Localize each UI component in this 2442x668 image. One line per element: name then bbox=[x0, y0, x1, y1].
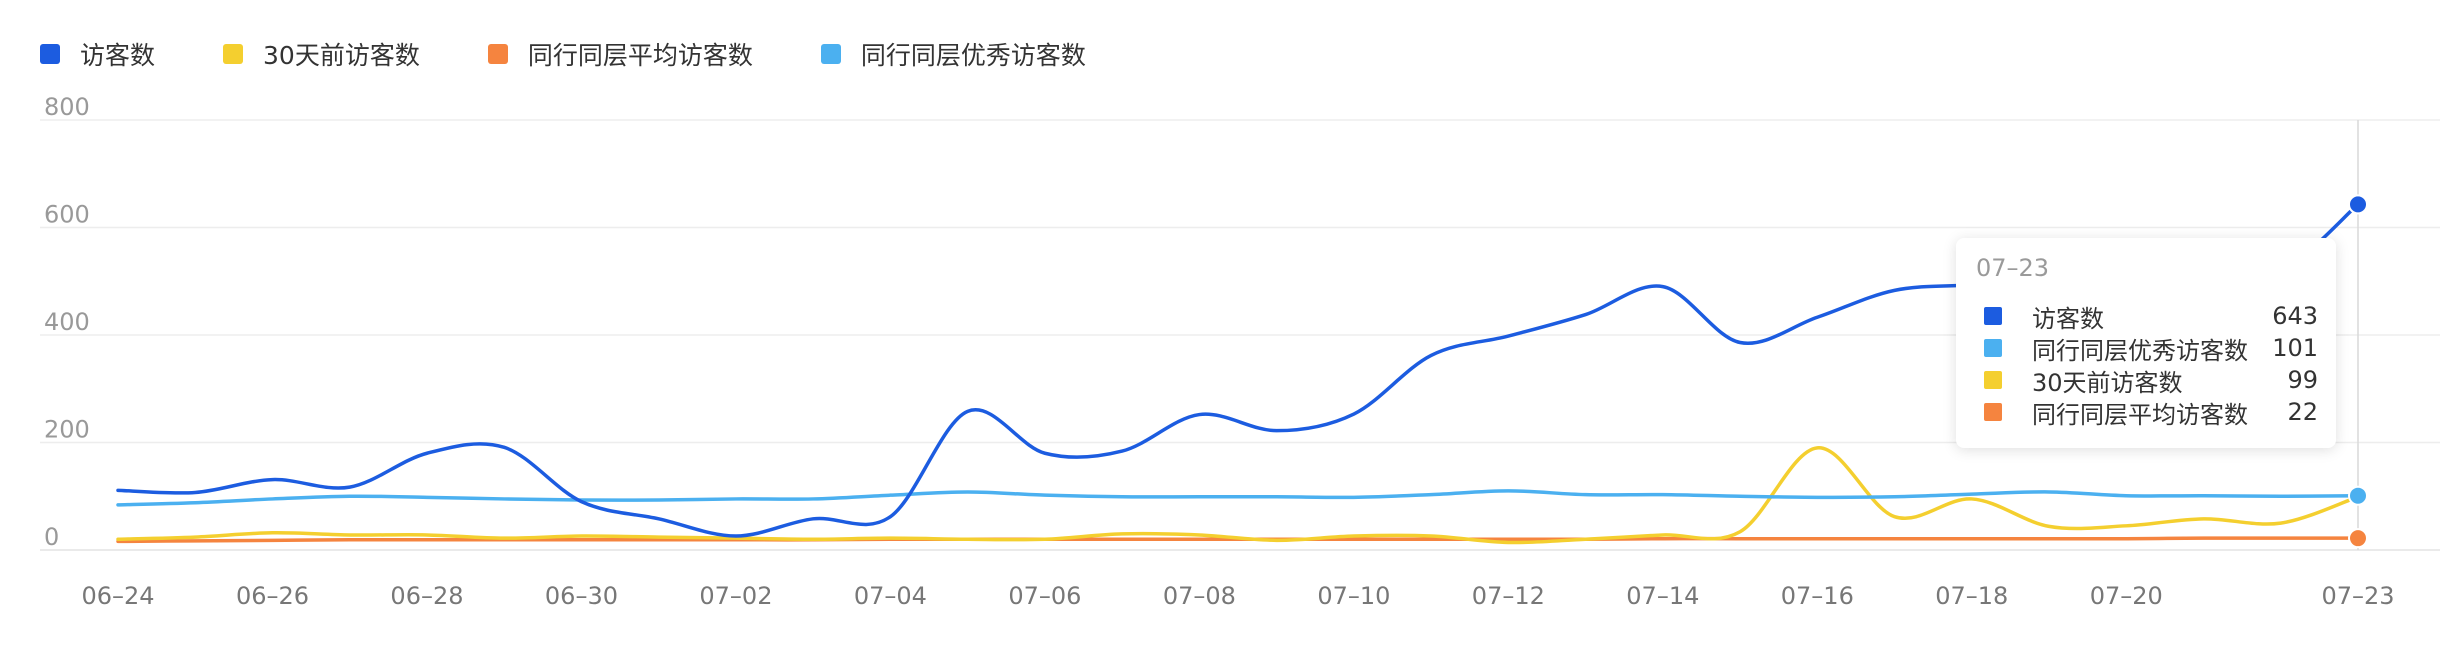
x-tick-label-07-20: 07–20 bbox=[2090, 582, 2163, 610]
y-tick-label-800: 800 bbox=[44, 93, 90, 121]
tooltip-value-visitors: 643 bbox=[2272, 302, 2318, 330]
x-tick-label-07-08: 07–08 bbox=[1163, 582, 1236, 610]
y-tick-label-0: 0 bbox=[44, 523, 59, 551]
legend-label-visitors-30-days-ago: 30天前访客数 bbox=[263, 41, 420, 70]
tooltip-name-peer-excellent: 同行同层优秀访客数 bbox=[2032, 336, 2248, 365]
series-line-visitors-30-days-ago bbox=[116, 446, 2360, 545]
x-tick-label-07-06: 07–06 bbox=[1008, 582, 1081, 610]
tooltip-name-peer-average: 同行同层平均访客数 bbox=[2032, 400, 2248, 429]
legend-swatch-visitors-30-days-ago bbox=[223, 44, 244, 64]
tooltip-row-peer-average: 同行同层平均访客数 22 bbox=[1984, 396, 2318, 429]
x-tick-label-07-14: 07–14 bbox=[1626, 582, 1699, 610]
chart-legend: 访客数 30天前访客数 同行同层平均访客数 同行同层优秀访客数 bbox=[40, 30, 1154, 78]
x-tick-label-06-30: 06–30 bbox=[545, 582, 618, 610]
legend-item-peer-excellent[interactable]: 同行同层优秀访客数 bbox=[820, 36, 1086, 72]
tooltip-name-visitors: 访客数 bbox=[2032, 304, 2104, 333]
tooltip-row-peer-excellent: 同行同层优秀访客数 101 bbox=[1984, 332, 2318, 365]
tooltip-value-visitors-30-days-ago: 99 bbox=[2287, 366, 2318, 394]
tooltip-value-peer-average: 22 bbox=[2287, 398, 2318, 426]
legend-swatch-peer-excellent bbox=[820, 44, 841, 64]
legend-label-peer-excellent: 同行同层优秀访客数 bbox=[860, 41, 1086, 70]
y-tick-label-200: 200 bbox=[44, 416, 90, 444]
tooltip-swatch-peer-average bbox=[1984, 403, 2002, 421]
x-tick-label-07-10: 07–10 bbox=[1317, 582, 1390, 610]
tooltip-row-visitors-30-days-ago: 30天前访客数 99 bbox=[1984, 364, 2318, 397]
y-tick-label-400: 400 bbox=[44, 308, 90, 336]
tooltip-swatch-peer-excellent bbox=[1984, 339, 2002, 357]
legend-label-peer-average: 同行同层平均访客数 bbox=[527, 41, 753, 70]
series-line-peer-excellent bbox=[116, 489, 2360, 507]
x-tick-label-07-02: 07–02 bbox=[699, 582, 772, 610]
x-tick-label-07-16: 07–16 bbox=[1781, 582, 1854, 610]
tooltip-row-visitors: 访客数 643 bbox=[1984, 300, 2318, 333]
tooltip-name-visitors-30-days-ago: 30天前访客数 bbox=[2032, 368, 2183, 397]
x-tick-label-06-28: 06–28 bbox=[390, 582, 463, 610]
y-tick-label-600: 600 bbox=[44, 201, 90, 229]
tooltip-title: 07–23 bbox=[1976, 254, 2050, 282]
point-marker-visitors bbox=[2348, 194, 2368, 215]
legend-item-peer-average[interactable]: 同行同层平均访客数 bbox=[487, 36, 753, 72]
legend-item-visitors-30-days-ago[interactable]: 30天前访客数 bbox=[223, 36, 420, 72]
x-tick-label-07-23: 07–23 bbox=[2321, 582, 2394, 610]
x-tick-label-06-26: 06–26 bbox=[236, 582, 309, 610]
tooltip-swatch-visitors-30-days-ago bbox=[1984, 371, 2002, 389]
tooltip: 07–23 访客数 643 同行同层优秀访客数 101 30天前访客数 99 同… bbox=[1956, 238, 2336, 448]
tooltip-swatch-visitors bbox=[1984, 307, 2002, 325]
x-tick-label-07-18: 07–18 bbox=[1935, 582, 2008, 610]
point-marker-peer-average bbox=[2348, 528, 2368, 549]
legend-item-visitors[interactable]: 访客数 bbox=[40, 36, 155, 72]
legend-swatch-peer-average bbox=[487, 44, 508, 64]
x-tick-label-06-24: 06–24 bbox=[81, 582, 154, 610]
x-tick-label-07-12: 07–12 bbox=[1472, 582, 1545, 610]
legend-swatch-visitors bbox=[40, 44, 60, 64]
tooltip-value-peer-excellent: 101 bbox=[2272, 334, 2318, 362]
legend-label-visitors: 访客数 bbox=[80, 41, 156, 70]
point-marker-peer-excellent bbox=[2348, 485, 2368, 506]
x-tick-label-07-04: 07–04 bbox=[854, 582, 927, 610]
